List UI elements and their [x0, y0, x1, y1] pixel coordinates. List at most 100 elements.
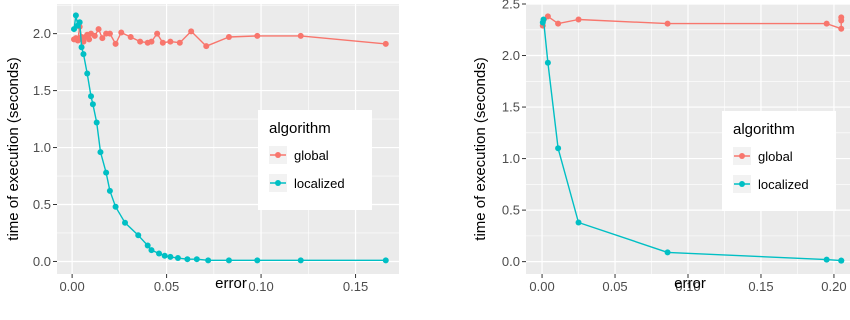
- data-point-global: [203, 43, 210, 50]
- data-point-global: [91, 32, 98, 39]
- legend-key-point: [739, 153, 745, 159]
- legend-key-localized: [733, 175, 751, 193]
- y-axis-title: time of execution (seconds): [5, 57, 22, 240]
- y-tick-label: 2.0: [33, 26, 51, 41]
- x-tick-label: 0.10: [248, 279, 273, 294]
- data-point-localized: [144, 242, 151, 249]
- data-point-global: [575, 16, 582, 23]
- x-axis-title: error: [674, 275, 706, 292]
- data-point-global: [86, 36, 93, 43]
- x-tick-label: 0.15: [343, 279, 368, 294]
- data-point-localized: [167, 253, 174, 260]
- data-layer: [71, 12, 389, 264]
- legend-key-point: [739, 181, 745, 187]
- x-tick-label: 0.10: [675, 279, 700, 294]
- x-tick-label: 0.00: [59, 279, 84, 294]
- data-point-global: [838, 14, 845, 21]
- x-tick-label: 0.00: [529, 279, 554, 294]
- data-point-global: [99, 35, 106, 42]
- data-point-localized: [161, 252, 168, 259]
- y-tick-label: 0.5: [33, 197, 51, 212]
- data-point-localized: [80, 51, 87, 58]
- series-line-localized: [542, 18, 842, 262]
- data-point-localized: [103, 169, 110, 176]
- data-point-localized: [838, 257, 845, 264]
- data-point-localized: [88, 93, 95, 100]
- legend-label-localized: localized: [294, 176, 345, 191]
- y-tick-label: 0.0: [502, 254, 520, 269]
- data-point-localized: [93, 119, 100, 126]
- data-point-localized: [112, 203, 119, 210]
- data-point-localized: [97, 149, 104, 156]
- data-point-global: [137, 38, 144, 45]
- legend-title: algorithm: [733, 121, 795, 138]
- data-point-global: [112, 40, 119, 47]
- data-point-global: [297, 32, 304, 39]
- x-tick-label: 0.05: [602, 279, 627, 294]
- legend: algorithm global localized: [722, 111, 836, 211]
- data-point-global: [95, 26, 102, 33]
- data-point-localized: [205, 257, 212, 264]
- legend: algorithm global localized: [258, 110, 372, 210]
- data-point-localized: [254, 257, 261, 264]
- y-tick-label: 1.5: [33, 83, 51, 98]
- legend-key-localized: [269, 174, 287, 192]
- legend-label-localized: localized: [758, 177, 809, 192]
- data-point-global: [127, 34, 134, 41]
- y-tick-label: 2.0: [502, 48, 520, 63]
- data-point-localized: [106, 187, 113, 194]
- data-point-localized: [664, 249, 671, 256]
- x-axis-title: error: [215, 275, 247, 292]
- y-tick-label: 1.0: [33, 140, 51, 155]
- data-point-localized: [89, 101, 96, 108]
- y-tick-label: 2.5: [502, 0, 520, 12]
- data-point-global: [159, 39, 166, 46]
- data-point-localized: [156, 250, 163, 257]
- data-point-localized: [84, 70, 91, 77]
- data-point-localized: [174, 255, 181, 262]
- data-point-global: [106, 30, 113, 37]
- data-point-global: [118, 29, 125, 36]
- data-point-global: [225, 34, 232, 41]
- legend-key-point: [275, 180, 281, 186]
- y-tick-label: 0.0: [33, 254, 51, 269]
- data-point-localized: [575, 219, 582, 226]
- data-point-localized: [540, 16, 547, 23]
- data-layer: [539, 13, 845, 264]
- data-point-localized: [72, 12, 79, 19]
- legend-key-global: [733, 147, 751, 165]
- legend-label-global: global: [294, 148, 329, 163]
- y-tick-label: 1.5: [502, 100, 520, 115]
- data-point-localized: [823, 256, 830, 263]
- y-tick-label: 0.5: [502, 203, 520, 218]
- x-tick-label: 0.15: [748, 279, 773, 294]
- data-point-localized: [122, 219, 129, 226]
- data-point-global: [176, 39, 183, 46]
- data-point-global: [823, 20, 830, 27]
- data-point-global: [188, 28, 195, 35]
- data-point-localized: [184, 256, 191, 263]
- data-point-global: [254, 32, 261, 39]
- data-point-global: [555, 20, 562, 27]
- chart-right: 0.00 0.05 0.10 0.15 0.20 0.0 0.5 1.0 1.5 2.0 2.5 t…: [472, 0, 850, 294]
- data-point-localized: [76, 19, 83, 26]
- x-tick-label: 0.05: [154, 279, 179, 294]
- x-tick-label: 0.20: [821, 279, 846, 294]
- data-point-localized: [225, 257, 232, 264]
- data-point-global: [838, 25, 845, 32]
- data-point-localized: [544, 59, 551, 66]
- legend-label-global: global: [758, 149, 793, 164]
- data-point-localized: [148, 247, 155, 254]
- data-point-localized: [297, 257, 304, 264]
- legend-key-point: [275, 152, 281, 158]
- data-point-global: [154, 30, 161, 37]
- legend-title: algorithm: [269, 120, 331, 137]
- data-point-global: [148, 38, 155, 45]
- data-point-global: [167, 38, 174, 45]
- data-point-localized: [555, 145, 562, 152]
- data-point-localized: [78, 44, 85, 51]
- y-axis-title: time of execution (seconds): [472, 57, 489, 240]
- data-point-global: [544, 13, 551, 20]
- legend-key-global: [269, 146, 287, 164]
